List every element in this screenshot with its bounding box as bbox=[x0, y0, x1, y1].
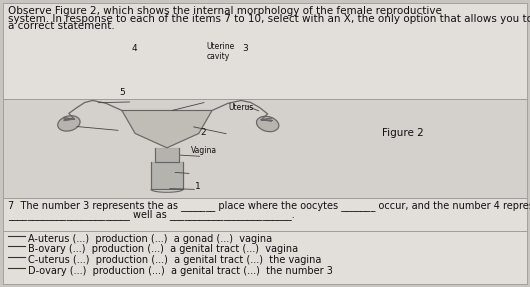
Text: C-uterus (...)  production (...)  a genital tract (...)  the vagina: C-uterus (...) production (...) a genita… bbox=[28, 255, 321, 265]
Polygon shape bbox=[122, 110, 212, 148]
Text: Vagina: Vagina bbox=[191, 146, 217, 155]
Ellipse shape bbox=[257, 116, 279, 132]
Text: A-uterus (...)  production (...)  a gonad (...)  vagina: A-uterus (...) production (...) a gonad … bbox=[28, 234, 272, 244]
Bar bbox=[3, 198, 527, 231]
Text: 7  The number 3 represents the as _______ place where the oocytes _______ occur,: 7 The number 3 represents the as _______… bbox=[8, 200, 530, 211]
Text: B-ovary (...)  production (...)  a genital tract (...)  vagina: B-ovary (...) production (...) a genital… bbox=[28, 244, 298, 254]
Text: 2: 2 bbox=[200, 128, 206, 137]
Text: 5: 5 bbox=[119, 88, 125, 96]
Text: system. In response to each of the items 7 to 10, select with an X, the only opt: system. In response to each of the items… bbox=[8, 14, 530, 24]
Bar bbox=[3, 3, 527, 99]
Text: 3: 3 bbox=[243, 44, 249, 53]
Text: Figure 2: Figure 2 bbox=[382, 129, 423, 138]
Ellipse shape bbox=[58, 116, 80, 131]
Text: 1: 1 bbox=[195, 182, 201, 191]
Text: Uterus: Uterus bbox=[228, 103, 253, 112]
Text: D-ovary (...)  production (...)  a genital tract (...)  the number 3: D-ovary (...) production (...) a genital… bbox=[28, 266, 332, 276]
Polygon shape bbox=[155, 148, 179, 162]
Text: a correct statement.: a correct statement. bbox=[8, 21, 114, 31]
Text: cavity: cavity bbox=[207, 52, 230, 61]
Bar bbox=[3, 231, 527, 284]
Text: Observe Figure 2, which shows the internal morphology of the female reproductive: Observe Figure 2, which shows the intern… bbox=[8, 6, 442, 16]
Text: 4: 4 bbox=[131, 44, 137, 53]
Text: _________________________ well as _________________________.: _________________________ well as ______… bbox=[8, 209, 295, 220]
Text: Uterine: Uterine bbox=[207, 42, 235, 51]
Polygon shape bbox=[151, 162, 183, 189]
Bar bbox=[3, 99, 527, 198]
